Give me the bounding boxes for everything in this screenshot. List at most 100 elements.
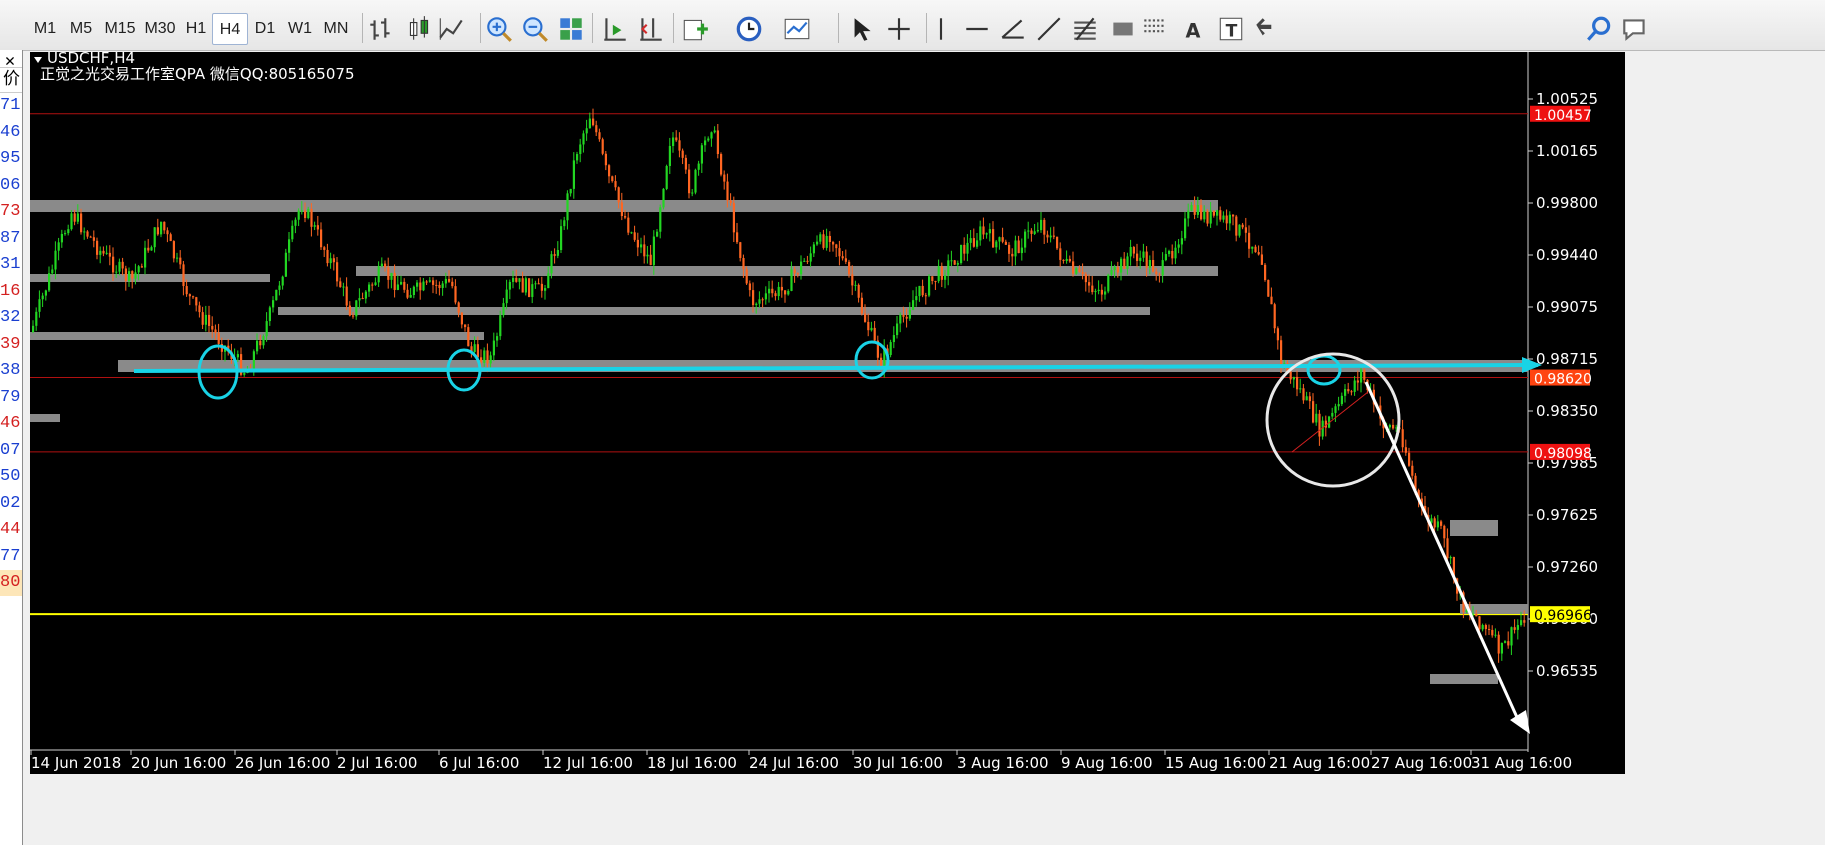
trendline-icon[interactable]: [1034, 14, 1064, 44]
plot-area[interactable]: [30, 52, 1530, 752]
chart-menu-triangle-icon[interactable]: [34, 57, 42, 63]
quote-price-cell[interactable]: 79: [0, 387, 21, 407]
touch-point-circle[interactable]: [854, 340, 890, 380]
y-axis-label: 0.98350: [1536, 402, 1598, 420]
candle-bear: [1001, 237, 1004, 242]
support-resistance-zone[interactable]: [1450, 520, 1498, 536]
candle-bear: [1392, 424, 1395, 429]
candle-bear: [156, 227, 159, 235]
candle-bull: [1334, 406, 1337, 413]
candle-bear: [460, 312, 463, 325]
candle-bear: [1401, 429, 1404, 448]
quote-price-cell[interactable]: 77: [0, 546, 21, 566]
timeframe-d1-button[interactable]: D1: [254, 20, 276, 37]
trendline-angle-icon[interactable]: [998, 14, 1028, 44]
tile-windows-icon[interactable]: [556, 14, 586, 44]
quote-price-cell[interactable]: 38: [0, 361, 21, 380]
support-resistance-zone[interactable]: [1430, 674, 1498, 684]
chart-window[interactable]: USDCHF,H4 正觉之光交易工作室QPA 微信QQ:805165075 1.00…: [30, 52, 1825, 845]
chat-icon[interactable]: [1620, 14, 1650, 44]
candle-bull: [1161, 260, 1164, 276]
new-chart-icon[interactable]: [680, 14, 710, 44]
zoom-in-icon[interactable]: [484, 14, 514, 44]
quote-price-cell[interactable]: 02: [0, 493, 21, 513]
quote-price-cell[interactable]: 71: [0, 96, 21, 115]
search-icon[interactable]: [1584, 14, 1614, 44]
quote-price-cell[interactable]: 80: [0, 570, 22, 596]
support-resistance-zone[interactable]: [356, 266, 1218, 276]
candle-bear: [723, 174, 726, 182]
candle-bull: [428, 280, 431, 282]
support-resistance-zone[interactable]: [30, 274, 270, 282]
rectangle-icon[interactable]: [1108, 14, 1138, 44]
candle-bear: [304, 210, 307, 219]
timeframe-w1-button[interactable]: W1: [288, 20, 312, 37]
support-resistance-zone[interactable]: [30, 414, 60, 422]
key-level-line-cyan[interactable]: [133, 363, 1539, 373]
candle-bear: [240, 354, 243, 375]
quote-price-cell[interactable]: 32: [0, 308, 21, 327]
timeframe-m1-button[interactable]: M1: [33, 20, 57, 37]
quote-price-cell[interactable]: 95: [0, 149, 21, 168]
candle-bull: [1360, 369, 1363, 383]
bid-column-header[interactable]: 价: [0, 67, 22, 93]
quote-price-cell[interactable]: 46: [0, 414, 21, 433]
quote-price-cell[interactable]: 50: [0, 467, 21, 486]
fibonacci-icon[interactable]: [1070, 14, 1100, 44]
timeframe-h4-button[interactable]: H4: [212, 13, 248, 45]
candle-bull: [892, 335, 895, 343]
touch-point-circle[interactable]: [197, 344, 239, 400]
text-icon[interactable]: A: [1178, 14, 1208, 44]
price-tag-bg: [1530, 606, 1590, 623]
candle-bull: [342, 286, 345, 288]
bar-chart-icon[interactable]: [366, 14, 396, 44]
support-resistance-zone[interactable]: [1460, 604, 1528, 614]
crosshair-icon[interactable]: [884, 14, 914, 44]
candle-bull: [60, 234, 63, 243]
candle-bull: [134, 272, 137, 279]
line-chart-icon[interactable]: [436, 14, 466, 44]
templates-icon[interactable]: [782, 14, 812, 44]
horizontal-line-icon[interactable]: [962, 14, 992, 44]
quote-price-cell[interactable]: 39: [0, 334, 21, 354]
quote-price-cell[interactable]: 44: [0, 520, 21, 539]
timeframe-m15-button[interactable]: M15: [104, 20, 136, 37]
quote-price-cell[interactable]: 46: [0, 122, 21, 142]
timeframe-m5-button[interactable]: M5: [69, 20, 93, 37]
auto-scroll-icon[interactable]: [600, 14, 630, 44]
support-resistance-zone[interactable]: [30, 200, 1218, 212]
quote-price-cell[interactable]: 31: [0, 255, 21, 274]
support-resistance-zone[interactable]: [278, 307, 1150, 315]
timeframe-mn-button[interactable]: MN: [323, 20, 349, 37]
quote-price-cell[interactable]: 87: [0, 228, 21, 248]
arrows-icon[interactable]: [1252, 14, 1282, 44]
quote-price-cell[interactable]: 73: [0, 202, 21, 221]
quote-price-cell[interactable]: 16: [0, 281, 21, 301]
chart-shift-icon[interactable]: [636, 14, 666, 44]
cursor-icon[interactable]: [846, 14, 876, 44]
candle-bear: [179, 257, 182, 265]
candle-bear: [1008, 244, 1011, 254]
candle-bear: [1264, 264, 1267, 281]
text-label-icon[interactable]: T: [1216, 14, 1246, 44]
candlestick-icon[interactable]: [404, 14, 434, 44]
fibo-fan-icon[interactable]: [1140, 14, 1170, 44]
quote-price-cell[interactable]: 07: [0, 440, 21, 460]
timeframe-m30-button[interactable]: M30: [144, 20, 176, 37]
price-tag-label: 0.98098: [1534, 446, 1592, 462]
channel-line-red[interactable]: [1291, 391, 1369, 453]
periods-clock-icon[interactable]: [734, 14, 764, 44]
candle-bull: [1238, 224, 1241, 236]
close-icon[interactable]: ✕: [4, 53, 16, 72]
candle-bear: [1488, 629, 1491, 631]
projection-arrow-line[interactable]: [1364, 381, 1522, 725]
timeframe-h1-button[interactable]: H1: [185, 20, 207, 37]
touch-point-circle[interactable]: [446, 348, 482, 392]
zoom-out-icon[interactable]: [520, 14, 550, 44]
focus-circle-white[interactable]: [1265, 352, 1401, 488]
candle-bear: [1072, 261, 1075, 274]
candle-bear: [1052, 235, 1055, 237]
vertical-line-icon[interactable]: [926, 14, 956, 44]
quote-price-cell[interactable]: 06: [0, 175, 21, 195]
